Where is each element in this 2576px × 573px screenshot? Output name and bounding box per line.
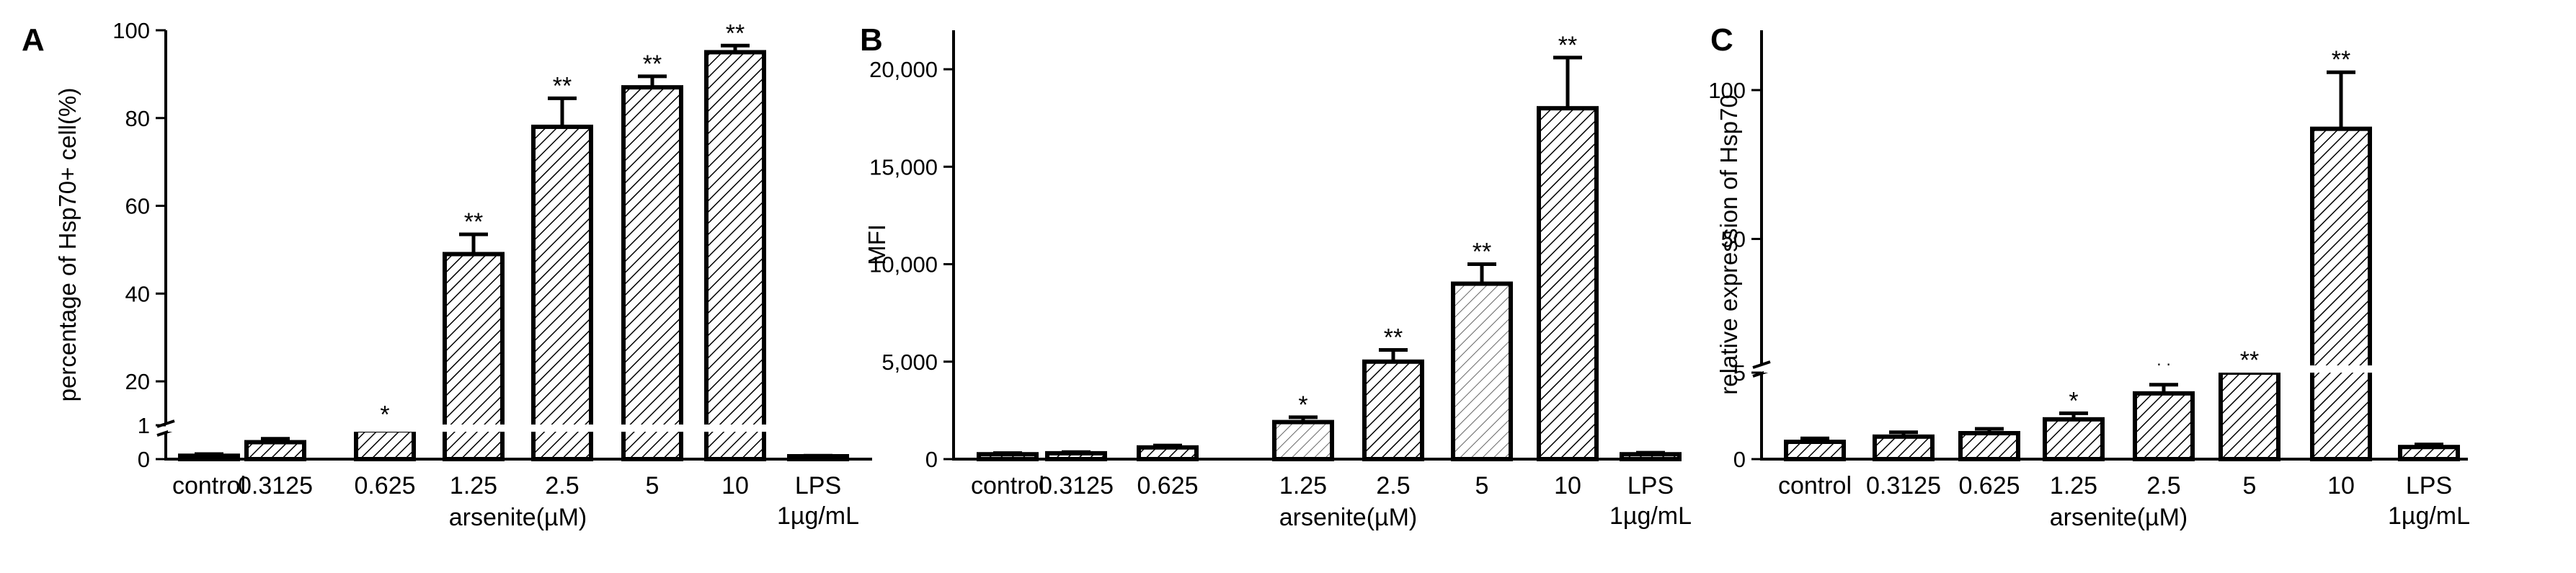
x-tick-label: 5 [2243,472,2257,499]
x-tick-label: 0.3125 [1039,472,1114,499]
x-axis-label: arsenite(µM) [1279,504,1418,531]
bar-b-2 [1137,445,1199,461]
y-axis-label: percentage of Hsp70+ cell(%) [54,88,81,402]
y-tick-label: 1 [138,413,150,438]
x-tick-label: 5 [1475,472,1489,499]
x-tick-label: LPS 1µg/mL [1609,472,1692,530]
bar-b-5 [1451,281,1513,461]
x-tick-label: 0.3125 [1866,472,1941,499]
bar-c-3 [2043,417,2105,461]
y-tick-label: 100 [112,18,150,43]
x-tick-label: 10 [2327,472,2355,499]
panel-b: B MFI 0 5,000 10,000 15,000 20,000 control0.312… [860,22,1692,531]
x-tick-label: 5 [646,472,659,499]
x-tick-label: control [1778,472,1852,499]
bar-a-5 [621,85,683,461]
significance-marker: * [380,401,389,428]
bar-c-2 [1958,431,2020,461]
significance-marker: ** [726,19,745,47]
y-tick-label: 0 [925,447,938,472]
y-tick-label: 5 [1733,360,1746,386]
y-tick-label: 20 [125,369,150,394]
y-tick-label: 10,000 [869,252,938,277]
bar-b-0 [977,452,1039,462]
significance-marker: ** [643,50,662,78]
significance-marker: * [1298,391,1307,419]
bar-c-1 [1873,434,1935,461]
x-tick-label: control [971,472,1044,499]
bar-c-7 [2398,445,2460,462]
bar-a-6 [704,50,766,461]
y-tick-label: 100 [1708,78,1746,103]
x-axis-label: arsenite(µM) [449,504,587,531]
bar-b-7 [1620,452,1682,462]
significance-marker: ** [464,208,483,236]
y-tick-label: 60 [125,194,150,219]
y-tick-label: 40 [125,281,150,306]
x-tick-label: 10 [721,472,749,499]
x-tick-label: 10 [1554,472,1581,499]
x-tick-label: 1.25 [2050,472,2097,499]
y-tick-label: 5,000 [881,350,938,375]
y-axis-label: MFI [863,224,890,265]
panel-label: B [860,22,883,58]
x-tick-label: 2.5 [2146,472,2180,499]
x-tick-label: LPS 1µg/mL [777,472,859,530]
x-tick-label: 0.625 [354,472,415,499]
y-tick-label: 80 [125,106,150,131]
bar-c-5 [2219,370,2280,461]
significance-marker: ** [1473,239,1491,266]
x-tick-label: 0.625 [1137,472,1198,499]
y-tick-label: 15,000 [869,154,938,179]
bar-b-6 [1537,106,1599,461]
significance-marker: ** [1558,32,1577,59]
y-tick-label: 20,000 [869,57,938,82]
significance-marker: ** [553,72,572,99]
significance-marker: ** [1384,324,1403,352]
bar-b-1 [1045,450,1107,461]
bar-a-0 [178,453,240,461]
bar-c-6 [2310,126,2372,461]
x-tick-label: LPS 1µg/mL [2388,472,2470,530]
x-tick-label: 2.5 [545,472,579,499]
x-tick-label: 1.25 [450,472,497,499]
y-tick-label: 0 [1733,447,1746,472]
y-axis-label: relative expression of Hsp70 [1715,94,1742,394]
significance-marker: * [2069,387,2078,414]
x-tick-label: 2.5 [1376,472,1410,499]
x-tick-label: 0.3125 [238,472,313,499]
bar-a-4 [531,124,593,461]
y-tick-label: 50 [1721,227,1746,252]
x-axis-label: arsenite(µM) [2050,504,2188,531]
axis-break-mark [1752,360,1771,369]
bar-a-1 [244,440,306,461]
panel-label: C [1710,22,1733,58]
axis-break-gap [168,425,860,432]
bar-b-3 [1272,419,1334,462]
x-tick-label: 1.25 [1279,472,1327,499]
bar-c-4 [2133,391,2195,461]
x-tick-label: 0.625 [1958,472,2020,499]
bar-b-4 [1362,359,1424,462]
y-tick-label: 0 [138,447,150,472]
bar-a-2 [354,428,416,461]
significance-marker: ** [2332,46,2350,74]
x-tick-label: control [172,472,246,499]
bar-c-0 [1784,440,1846,461]
panel-label: A [22,22,45,58]
axis-break-gap [1764,365,2456,373]
